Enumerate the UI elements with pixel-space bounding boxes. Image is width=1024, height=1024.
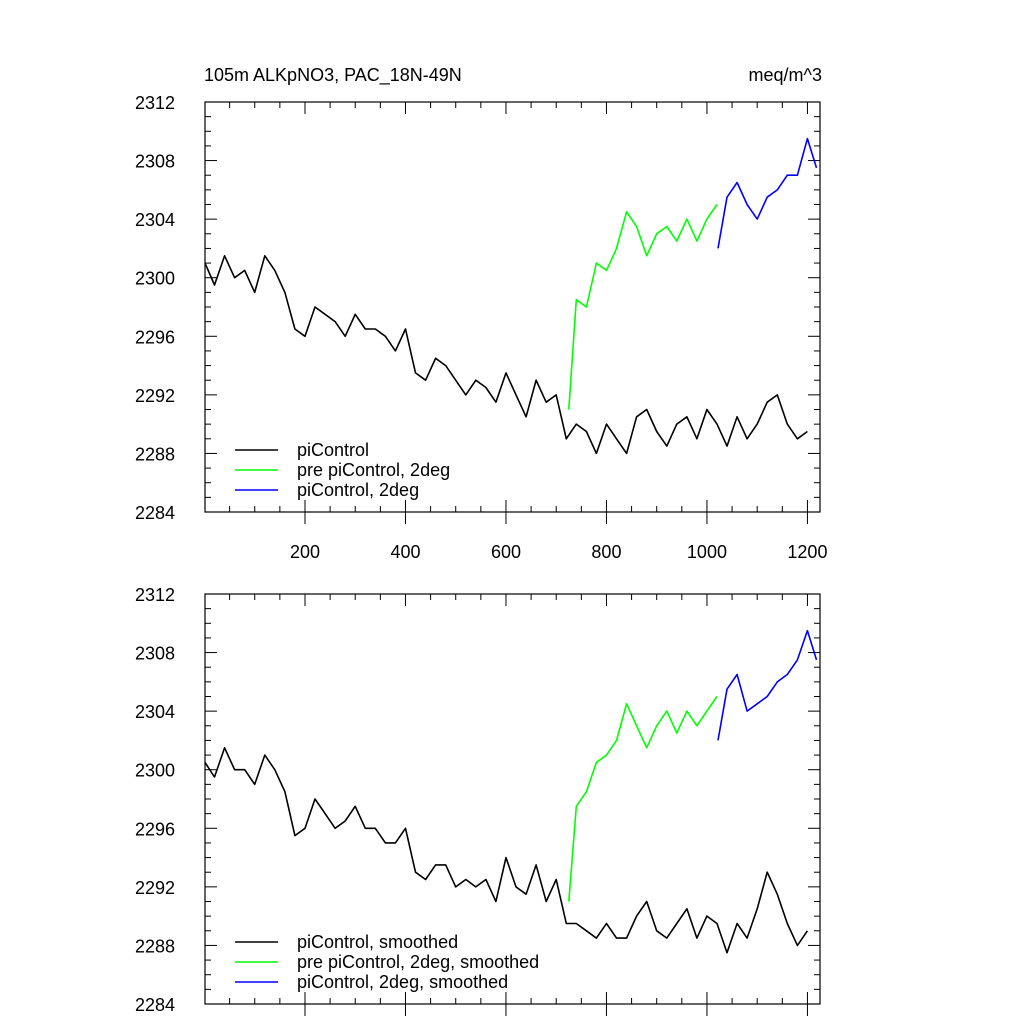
x-tick-label: 1200 — [787, 542, 827, 562]
legend-label: piControl — [297, 440, 369, 460]
x-tick-label: 600 — [491, 542, 521, 562]
x-tick-label: 800 — [591, 542, 621, 562]
series-line-1 — [204, 746, 809, 954]
y-tick-label: 2308 — [135, 152, 175, 172]
x-tick-label: 400 — [390, 542, 420, 562]
y-tick-label: 2292 — [135, 878, 175, 898]
y-tick-label: 2296 — [135, 819, 175, 839]
top-panel: 105m ALKpNO3, PAC_18N-49N meq/m^3 2284 22… — [135, 65, 828, 562]
series-line-2 — [568, 204, 718, 410]
legend-label: piControl, smoothed — [297, 932, 458, 952]
y-tick-label: 2292 — [135, 386, 175, 406]
x-tick-label: 1000 — [687, 542, 727, 562]
y-tick-label: 2300 — [135, 269, 175, 289]
y-tick-label: 2288 — [135, 936, 175, 956]
y-tick-label: 2308 — [135, 644, 175, 664]
series-line-3 — [717, 137, 818, 249]
y-tick-label: 2304 — [135, 702, 175, 722]
panel-units: meq/m^3 — [749, 65, 822, 85]
y-tick-label: 2288 — [135, 444, 175, 464]
series-line-2 — [568, 696, 718, 902]
y-tick-label: 2284 — [135, 995, 175, 1015]
legend-label: piControl, 2deg, smoothed — [297, 972, 508, 992]
legend-label: pre piControl, 2deg, smoothed — [297, 952, 539, 972]
series-line-3 — [717, 629, 818, 741]
y-tick-label: 2296 — [135, 327, 175, 347]
y-tick-label: 2312 — [135, 585, 175, 605]
legend-label: piControl, 2deg — [297, 480, 419, 500]
legend-label: pre piControl, 2deg — [297, 460, 450, 480]
bottom-panel: 2284 2288 2292 2296 2300 2304 2308 2312 piContro… — [135, 585, 821, 1016]
x-tick-label: 200 — [290, 542, 320, 562]
y-tick-label: 2312 — [135, 93, 175, 113]
panel-title: 105m ALKpNO3, PAC_18N-49N — [204, 65, 462, 86]
y-tick-label: 2300 — [135, 761, 175, 781]
y-tick-label: 2284 — [135, 503, 175, 523]
series-line-1 — [204, 255, 808, 455]
y-tick-label: 2304 — [135, 210, 175, 230]
